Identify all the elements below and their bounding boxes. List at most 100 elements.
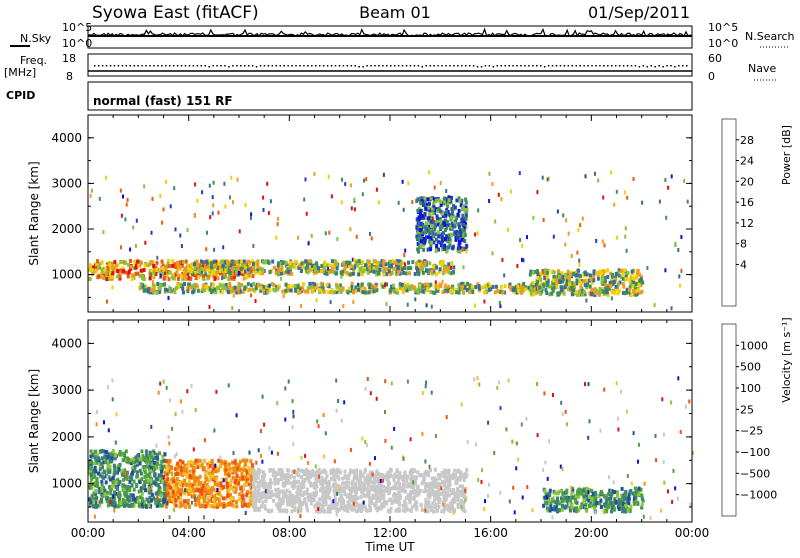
nave-point — [611, 65, 613, 67]
data-cell — [275, 236, 277, 240]
data-cell — [637, 269, 640, 273]
data-cell — [292, 503, 295, 507]
data-cell — [459, 199, 462, 203]
data-cell — [415, 475, 418, 479]
data-cell — [455, 290, 458, 294]
data-cell — [259, 267, 262, 271]
nave-point — [106, 65, 108, 67]
data-cell — [451, 476, 454, 480]
data-cell — [255, 271, 258, 275]
data-cell — [583, 290, 586, 294]
data-cell — [428, 212, 431, 216]
data-cell — [328, 231, 330, 235]
data-cell — [461, 285, 464, 289]
data-cell — [420, 239, 423, 243]
nave-point — [291, 65, 293, 67]
y-tick-label: 3000 — [51, 176, 82, 190]
nsky-line — [88, 29, 692, 36]
data-cell — [635, 274, 638, 278]
data-cell — [439, 267, 442, 271]
data-cell — [150, 272, 152, 276]
data-cell — [241, 472, 244, 476]
data-cell — [153, 467, 156, 471]
data-cell — [295, 491, 298, 495]
data-cell — [288, 481, 291, 485]
data-cell — [646, 266, 648, 270]
data-cell — [422, 271, 425, 275]
data-cell — [193, 466, 196, 470]
data-cell — [119, 260, 122, 264]
data-cell — [373, 485, 376, 489]
nave-point — [650, 65, 652, 67]
data-cell — [105, 450, 108, 454]
data-cell — [507, 228, 509, 232]
data-cell — [232, 488, 235, 492]
data-cell — [628, 278, 631, 282]
data-cell — [413, 285, 416, 289]
data-cell — [267, 484, 270, 488]
nave-point — [575, 65, 577, 67]
data-cell — [402, 180, 404, 184]
data-cell — [488, 288, 491, 292]
data-cell — [151, 493, 154, 497]
data-cell — [579, 285, 582, 289]
data-cell — [395, 500, 398, 504]
data-cell — [407, 266, 410, 270]
data-cell — [359, 472, 362, 476]
data-cell — [330, 471, 333, 475]
data-cell — [252, 244, 254, 248]
data-cell — [96, 482, 99, 486]
data-cell — [397, 270, 400, 274]
data-cell — [255, 299, 257, 303]
data-cell — [122, 269, 125, 273]
data-cell — [145, 449, 148, 453]
data-cell — [401, 268, 404, 272]
data-cell — [449, 237, 452, 241]
data-cell — [270, 199, 272, 203]
data-cell — [376, 469, 379, 473]
nave-point — [256, 66, 258, 68]
data-cell — [204, 505, 207, 509]
data-cell — [150, 269, 153, 273]
data-cell — [451, 212, 454, 216]
data-cell — [183, 479, 186, 483]
nave-label: Nave — [748, 62, 776, 75]
data-cell — [198, 270, 201, 274]
data-cell — [331, 477, 334, 481]
data-cell — [678, 274, 680, 278]
nave-point — [540, 65, 542, 67]
data-cell — [189, 277, 192, 281]
station-title: Syowa East (fitACF) — [92, 3, 259, 23]
nave-point — [307, 65, 309, 67]
data-cell — [429, 247, 432, 251]
data-cell — [123, 472, 126, 476]
data-cell — [578, 263, 580, 267]
data-cell — [306, 263, 309, 267]
data-cell — [488, 199, 490, 203]
data-cell — [311, 234, 313, 238]
data-cell — [465, 217, 468, 221]
data-cell — [580, 281, 583, 285]
data-cell — [240, 259, 243, 263]
data-cell — [280, 477, 283, 481]
data-cell — [404, 249, 406, 253]
data-cell — [305, 491, 308, 495]
data-cell — [325, 481, 328, 485]
data-cell — [120, 245, 122, 249]
data-cell — [213, 248, 215, 252]
data-cell — [210, 266, 213, 270]
data-cell — [89, 466, 92, 470]
data-cell — [252, 472, 255, 476]
data-cell — [319, 479, 322, 483]
data-cell — [453, 469, 456, 473]
data-cell — [214, 265, 217, 269]
nave-point — [279, 65, 281, 67]
data-cell — [238, 271, 240, 275]
data-cell — [220, 459, 223, 463]
data-cell — [501, 258, 503, 262]
data-cell — [127, 504, 130, 508]
data-cell — [434, 468, 437, 472]
data-cell — [626, 196, 628, 200]
data-cell — [398, 201, 400, 205]
data-cell — [302, 282, 305, 286]
